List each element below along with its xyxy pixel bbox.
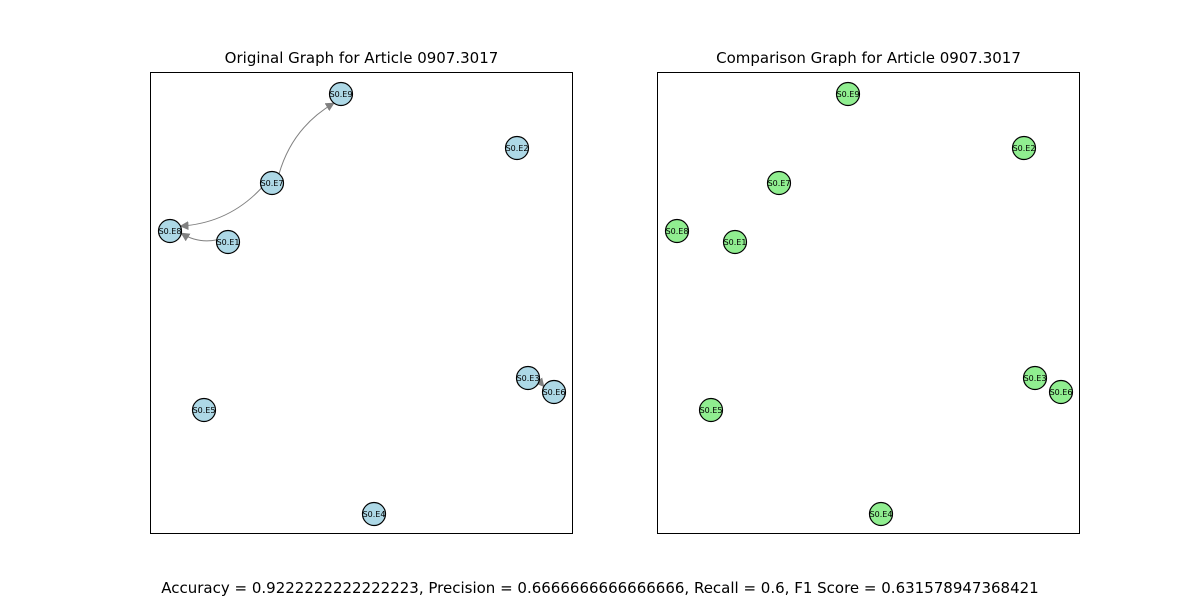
original-node-s0-e2: S0.E2 [504,135,530,161]
comparison-node-circle [1011,135,1037,161]
comparison-node-label: S0.E7 [768,179,791,188]
comparison-node-circle [1048,379,1074,405]
metrics-summary: Accuracy = 0.9222222222222223, Precision… [161,579,1039,597]
original-node-s0-e5: S0.E5 [191,397,217,423]
original-node-circle [515,365,541,391]
comparison-node-label: S0.E2 [1013,144,1036,153]
original-node-s0-e6: S0.E6 [541,379,567,405]
comparison-node-label: S0.E1 [724,238,747,247]
comparison-node-label: S0.E4 [870,510,893,519]
comparison-node-circle [868,501,894,527]
original-node-s0-e1: S0.E1 [215,229,241,255]
comparison-node-circle [835,81,861,107]
original-node-label: S0.E1 [217,238,240,247]
original-node-label: S0.E8 [159,227,182,236]
original-node-label: S0.E7 [261,179,284,188]
original-node-label: S0.E9 [330,90,353,99]
original-node-s0-e3: S0.E3 [515,365,541,391]
left-graph-title: Original Graph for Article 0907.3017 [224,49,499,67]
original-node-s0-e9: S0.E9 [328,81,354,107]
original-edge-s0-e3-to-s0-e6 [535,377,545,388]
comparison-node-circle [1022,365,1048,391]
comparison-node-label: S0.E8 [666,227,689,236]
original-edge-s0-e7-to-s0-e9 [278,102,335,175]
comparison-node-label: S0.E9 [837,90,860,99]
original-node-circle [157,218,183,244]
comparison-node-s0-e7: S0.E7 [766,170,792,196]
original-node-circle [328,81,354,107]
comparison-graph-panel: S0.E9 S0.E2 S0.E7 S0.E8 S0.E1 S0.E3 S0.E6 S0.E5… [657,72,1080,534]
original-graph-panel: S0.E9 S0.E2 S0.E7 S0.E8 S0.E1 S0.E3 S0.E6 S0.E5… [150,72,573,534]
original-node-label: S0.E6 [543,388,566,397]
comparison-node-circle [664,218,690,244]
comparison-node-circle [722,229,748,255]
original-node-s0-e7: S0.E7 [259,170,285,196]
original-node-label: S0.E3 [517,374,540,383]
comparison-node-s0-e9: S0.E9 [835,81,861,107]
original-node-circle [541,379,567,405]
comparison-node-s0-e2: S0.E2 [1011,135,1037,161]
original-edge-s0-e7-to-s0-e8 [179,187,262,231]
original-node-circle [504,135,530,161]
original-edge-s0-e1-to-s0-e8 [180,232,217,242]
original-node-circle [259,170,285,196]
comparison-node-label: S0.E5 [700,406,723,415]
original-node-s0-e8: S0.E8 [157,218,183,244]
comparison-node-label: S0.E6 [1050,388,1073,397]
comparison-node-s0-e4: S0.E4 [868,501,894,527]
original-node-circle [361,501,387,527]
comparison-node-s0-e5: S0.E5 [698,397,724,423]
comparison-node-s0-e6: S0.E6 [1048,379,1074,405]
original-node-s0-e4: S0.E4 [361,501,387,527]
comparison-node-label: S0.E3 [1024,374,1047,383]
comparison-node-s0-e3: S0.E3 [1022,365,1048,391]
original-node-label: S0.E4 [363,510,386,519]
original-node-label: S0.E5 [193,406,216,415]
comparison-node-circle [698,397,724,423]
comparison-node-circle [766,170,792,196]
original-node-circle [191,397,217,423]
comparison-node-s0-e1: S0.E1 [722,229,748,255]
original-node-circle [215,229,241,255]
original-node-label: S0.E2 [506,144,529,153]
comparison-node-s0-e8: S0.E8 [664,218,690,244]
right-graph-title: Comparison Graph for Article 0907.3017 [716,49,1021,67]
